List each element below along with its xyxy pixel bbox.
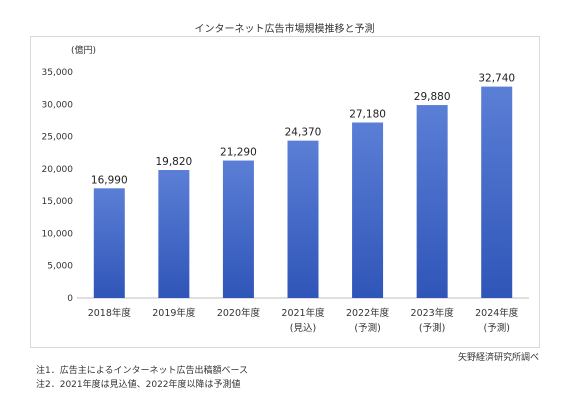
x-tick-sublabel: (予測) bbox=[484, 322, 510, 334]
data-labels: 16,990 19,820 21,290 24,370 27,180 29,880 32,7… bbox=[91, 73, 515, 187]
bars bbox=[93, 86, 513, 298]
bar-data-label: 32,740 bbox=[478, 73, 515, 85]
x-tick-sublabel: (予測) bbox=[419, 322, 445, 334]
x-tick-label: 2019年度 bbox=[152, 307, 196, 319]
y-tick-label: 35,000 bbox=[42, 68, 74, 78]
footnote-2: 注2．2021年度は見込値、2022年度以降は予測値 bbox=[36, 380, 241, 390]
x-tick-label: 2021年度 bbox=[281, 307, 325, 319]
y-tick-label: 15,000 bbox=[42, 197, 74, 207]
bar-data-label: 21,290 bbox=[220, 147, 257, 159]
bar-data-label: 27,180 bbox=[349, 108, 386, 120]
chart-frame: (億円) 0 5,000 10,000 15,000 20,000 25,000 30,00… bbox=[30, 36, 540, 348]
bar-data-label: 29,880 bbox=[414, 91, 451, 103]
bar bbox=[222, 160, 254, 298]
y-tick-label: 20,000 bbox=[42, 165, 74, 175]
x-tick-sublabel: (見込) bbox=[290, 323, 316, 334]
x-tick-label: 2020年度 bbox=[217, 307, 261, 319]
bar-data-label: 19,820 bbox=[155, 156, 192, 168]
y-axis-unit-label: (億円) bbox=[71, 44, 96, 56]
y-axis-ticks: 0 5,000 10,000 15,000 20,000 25,000 30,000 35,0… bbox=[42, 68, 74, 304]
bar bbox=[352, 122, 384, 298]
bar bbox=[287, 140, 319, 298]
x-tick-label: 2024年度 bbox=[475, 307, 519, 319]
source-note: 矢野経済研究所調べ bbox=[457, 353, 539, 363]
x-tick-label: 2022年度 bbox=[346, 307, 390, 319]
bar bbox=[158, 170, 190, 298]
x-tick-label: 2023年度 bbox=[411, 307, 455, 319]
x-axis-ticks: 2018年度 2019年度 2020年度 2021年度 (見込) 2022年度 (予測) 20… bbox=[88, 307, 519, 334]
y-tick-label: 0 bbox=[67, 294, 73, 304]
bar bbox=[481, 86, 513, 298]
y-tick-label: 30,000 bbox=[42, 100, 74, 110]
bar bbox=[416, 105, 448, 298]
footnote-1: 注1．広告主によるインターネット広告出稿額ベース bbox=[36, 366, 249, 376]
x-tick-sublabel: (予測) bbox=[354, 322, 380, 334]
bar-data-label: 16,990 bbox=[91, 174, 128, 186]
bar-chart: (億円) 0 5,000 10,000 15,000 20,000 25,000 30,00… bbox=[42, 44, 529, 334]
chart-title: インターネット広告市場規模推移と予測 bbox=[194, 24, 375, 35]
y-tick-label: 5,000 bbox=[47, 262, 73, 272]
bar bbox=[93, 188, 125, 298]
bar-data-label: 24,370 bbox=[285, 127, 322, 139]
y-tick-label: 10,000 bbox=[42, 229, 74, 239]
y-tick-label: 25,000 bbox=[42, 133, 74, 143]
x-tick-label: 2018年度 bbox=[88, 307, 132, 319]
